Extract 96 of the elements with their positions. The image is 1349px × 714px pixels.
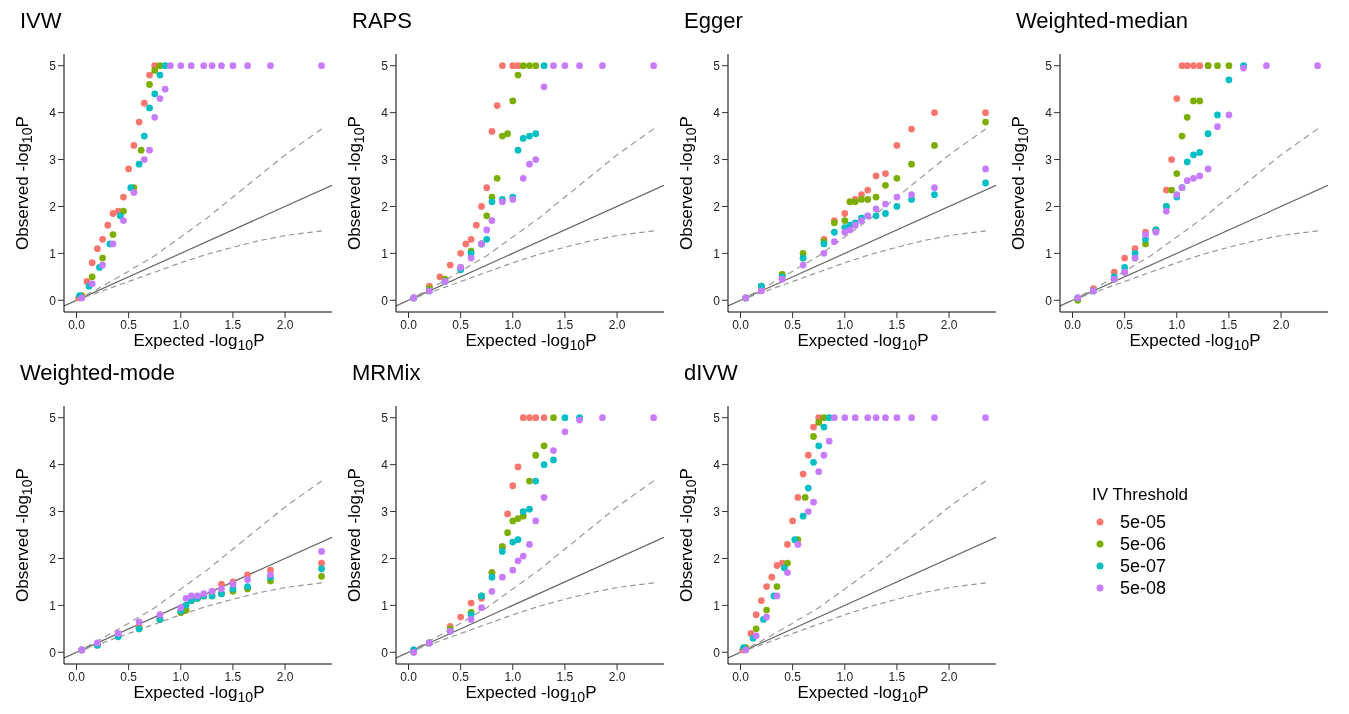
x-tick-label: 0.5 <box>452 669 470 684</box>
y-tick-label: 2 <box>713 551 721 566</box>
x-tick-label: 2.0 <box>940 317 958 332</box>
x-tick-label: 2.0 <box>1272 317 1290 332</box>
x-tick-label: 0.5 <box>120 669 138 684</box>
y-tick-label: 4 <box>713 105 721 120</box>
chart-title: dIVW <box>684 360 738 386</box>
x-axis-title: Expected -log$_{10}$P <box>464 683 598 706</box>
legend-label: 5e-05 <box>1120 511 1167 533</box>
x-tick-label: 1.0 <box>504 669 522 684</box>
y-tick-label: 2 <box>49 199 57 214</box>
y-tick-label: 1 <box>49 598 57 613</box>
chart-title: Egger <box>684 8 743 34</box>
y-tick-label: 0 <box>49 293 57 308</box>
x-tick-label: 0.0 <box>732 669 750 684</box>
y-tick-label: 3 <box>713 504 721 519</box>
y-tick-label: 1 <box>381 246 389 261</box>
y-tick-label: 2 <box>1045 199 1053 214</box>
y-tick-label: 2 <box>713 199 721 214</box>
x-tick-label: 0.5 <box>784 669 802 684</box>
x-tick-label: 1.5 <box>888 317 906 332</box>
y-tick-label: 2 <box>49 551 57 566</box>
x-tick-label: 2.0 <box>276 669 294 684</box>
legend-label: 5e-08 <box>1120 577 1167 599</box>
x-tick-label: 0.5 <box>452 317 470 332</box>
y-tick-label: 0 <box>713 645 721 660</box>
y-tick-label: 0 <box>713 293 721 308</box>
y-tick-label: 1 <box>381 598 389 613</box>
y-tick-label: 3 <box>713 152 721 167</box>
y-tick-label: 5 <box>49 58 57 73</box>
y-tick-label: 5 <box>381 58 389 73</box>
x-tick-label: 1.5 <box>224 669 242 684</box>
y-tick-label: 0 <box>381 293 389 308</box>
y-tick-label: 4 <box>49 457 57 472</box>
x-tick-label: 1.5 <box>888 669 906 684</box>
y-tick-label: 4 <box>381 105 389 120</box>
x-axis-title: Expected -log$_{10}$P <box>464 331 598 354</box>
x-axis-title: Expected -log$_{10}$P <box>1128 331 1262 354</box>
y-tick-label: 5 <box>713 58 721 73</box>
x-tick-label: 1.0 <box>172 669 190 684</box>
y-tick-label: 4 <box>49 105 57 120</box>
x-tick-label: 2.0 <box>608 669 626 684</box>
y-tick-label: 3 <box>49 152 57 167</box>
x-tick-label: 0.0 <box>400 669 418 684</box>
x-tick-label: 1.5 <box>556 669 574 684</box>
x-tick-label: 0.0 <box>68 669 86 684</box>
y-tick-label: 3 <box>381 152 389 167</box>
y-tick-label: 5 <box>49 410 57 425</box>
legend-title: IV Threshold <box>1092 485 1189 505</box>
x-axis-title: Expected -log$_{10}$P <box>796 331 930 354</box>
x-tick-label: 0.0 <box>68 317 86 332</box>
x-tick-label: 1.5 <box>1220 317 1238 332</box>
chart-title: Weighted-median <box>1016 8 1189 34</box>
x-tick-label: 1.0 <box>172 317 190 332</box>
y-tick-label: 3 <box>381 504 389 519</box>
x-tick-label: 0.5 <box>120 317 138 332</box>
x-tick-label: 0.0 <box>1064 317 1082 332</box>
y-tick-label: 0 <box>1045 293 1053 308</box>
x-tick-label: 1.0 <box>836 317 854 332</box>
y-tick-label: 3 <box>49 504 57 519</box>
y-tick-label: 4 <box>381 457 389 472</box>
y-tick-label: 4 <box>1045 105 1053 120</box>
x-tick-label: 0.0 <box>400 317 418 332</box>
x-axis-title: Expected -log$_{10}$P <box>132 331 266 354</box>
y-tick-label: 5 <box>381 410 389 425</box>
chart-title: IVW <box>20 8 62 34</box>
y-tick-label: 5 <box>1045 58 1053 73</box>
x-tick-label: 1.5 <box>556 317 574 332</box>
x-tick-label: 1.0 <box>1168 317 1186 332</box>
y-tick-label: 2 <box>381 551 389 566</box>
x-axis-title: Expected -log$_{10}$P <box>132 683 266 706</box>
x-tick-label: 2.0 <box>608 317 626 332</box>
x-tick-label: 1.0 <box>836 669 854 684</box>
x-tick-label: 1.5 <box>224 317 242 332</box>
x-tick-label: 2.0 <box>276 317 294 332</box>
y-tick-label: 3 <box>1045 152 1053 167</box>
legend-label: 5e-07 <box>1120 555 1167 577</box>
y-tick-label: 1 <box>713 598 721 613</box>
y-tick-label: 1 <box>1045 246 1053 261</box>
chart-title: MRMix <box>352 360 421 386</box>
chart-title: Weighted-mode <box>20 360 175 386</box>
y-tick-label: 0 <box>49 645 57 660</box>
y-tick-label: 1 <box>49 246 57 261</box>
x-tick-label: 0.5 <box>1116 317 1134 332</box>
x-tick-label: 0.0 <box>732 317 750 332</box>
x-tick-label: 2.0 <box>940 669 958 684</box>
y-tick-label: 4 <box>713 457 721 472</box>
chart-title: RAPS <box>352 8 412 34</box>
legend-label: 5e-06 <box>1120 533 1167 555</box>
y-tick-label: 1 <box>713 246 721 261</box>
x-tick-label: 1.0 <box>504 317 522 332</box>
y-tick-label: 2 <box>381 199 389 214</box>
x-tick-label: 0.5 <box>784 317 802 332</box>
y-tick-label: 5 <box>713 410 721 425</box>
x-axis-title: Expected -log$_{10}$P <box>796 683 930 706</box>
y-tick-label: 0 <box>381 645 389 660</box>
